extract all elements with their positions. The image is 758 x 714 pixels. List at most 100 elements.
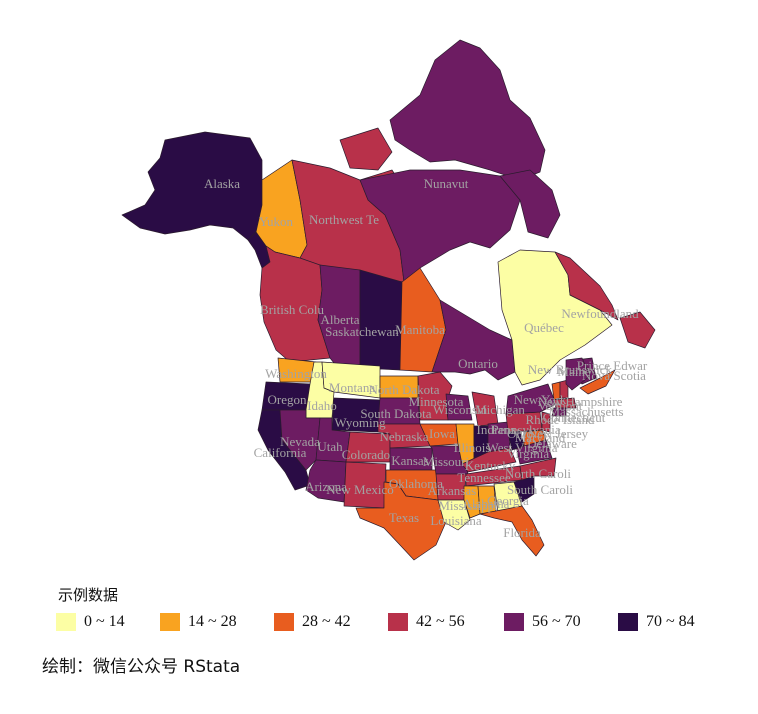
- map-label: Virginia: [507, 446, 550, 461]
- legend-swatch: [388, 613, 408, 631]
- map-label: Washington: [265, 366, 327, 381]
- region-connecticut: [551, 407, 567, 417]
- region-minnesota: [417, 371, 453, 421]
- legend-label: 42 ~ 56: [416, 613, 465, 630]
- legend-item: 56 ~ 70: [504, 612, 581, 632]
- region-alaska: [121, 131, 263, 241]
- legend-swatch: [504, 613, 524, 631]
- map-label: South Dakota: [360, 406, 431, 421]
- region-nova-scotia: [579, 369, 616, 395]
- region-nwt-island: [339, 127, 393, 171]
- legend-title: 示例数据: [58, 586, 119, 604]
- map-label: Kansas: [391, 453, 429, 468]
- map-label: Indiana: [477, 422, 516, 437]
- map-label: Saskatchewan: [325, 324, 399, 339]
- map-label: Tennessee: [457, 470, 510, 485]
- map-label: Pennsylvania: [491, 422, 561, 437]
- legend-swatch: [56, 613, 76, 631]
- map-label: Georgia: [487, 493, 529, 508]
- map-label: Arizona: [305, 479, 347, 494]
- map-label: Nevada: [280, 434, 320, 449]
- region-texas: [355, 481, 447, 561]
- choropleth-map: Alaska Yukon Northwest Te Nunavut British Co…: [121, 39, 656, 561]
- map-label: Texas: [389, 510, 419, 525]
- map-label: Rhode Island: [526, 412, 595, 427]
- map-label: Maine: [557, 364, 590, 379]
- map-label: North Dakota: [368, 382, 439, 397]
- map-label: Louisiana: [430, 513, 481, 528]
- map-label: Illinois: [454, 440, 491, 455]
- map-label: New Hampshire: [538, 394, 623, 409]
- map-label: Idaho: [307, 398, 337, 413]
- map-label: Alberta: [321, 312, 360, 327]
- legend-swatch: [618, 613, 638, 631]
- map-label: Florida: [503, 525, 541, 540]
- map-label: Québec: [524, 320, 564, 335]
- map-label: Utah: [317, 439, 343, 454]
- region-ontario: [431, 299, 516, 381]
- map-label: Yukon: [259, 214, 293, 229]
- legend-item: 14 ~ 28: [160, 612, 237, 632]
- map-label: New Brunswick: [528, 362, 613, 377]
- map-label: Alaska: [204, 176, 240, 191]
- legend-swatch: [274, 613, 294, 631]
- legend-label: 56 ~ 70: [532, 613, 581, 630]
- map-label: New Jersey: [528, 426, 589, 441]
- map-label: Newfoundland: [561, 306, 639, 321]
- region-maine: [565, 357, 591, 391]
- map-label: Kentucky: [465, 458, 516, 473]
- region-louisiana: [437, 499, 471, 531]
- map-label: Connecticut: [543, 410, 606, 425]
- map-label: Maryland: [515, 430, 566, 445]
- map-label: Oregon: [268, 392, 307, 407]
- region-new-jersey: [541, 411, 551, 433]
- region-montana: [321, 361, 381, 399]
- map-label: Iowa: [429, 426, 455, 441]
- map-labels: Alaska Yukon Northwest Te Nunavut British Co…: [204, 176, 648, 540]
- region-newfoundland-island: [619, 311, 656, 349]
- region-newfoundland: [554, 251, 619, 321]
- map-label: Wisconsin: [433, 402, 488, 417]
- region-nunavut-islands: [389, 39, 546, 181]
- region-wisconsin: [445, 393, 473, 421]
- map-label: New Mexico: [326, 482, 394, 497]
- map-label: Montana: [329, 380, 375, 395]
- region-saskatchewan: [359, 269, 403, 371]
- map-label: Delaware: [527, 436, 577, 451]
- legend-label: 0 ~ 14: [84, 613, 125, 630]
- map-label: South Caroli: [507, 482, 573, 497]
- map-label: Michigan: [475, 402, 525, 417]
- map-label: Prince Edwar: [577, 358, 648, 373]
- map-label: West Virginia: [487, 440, 558, 455]
- map-label: Nunavut: [424, 176, 469, 191]
- map-label: Arkansas: [428, 483, 476, 498]
- map-label: Mississippi: [438, 498, 498, 513]
- caption: 绘制：微信公众号 RStata: [42, 657, 241, 677]
- region-north-caroli: [519, 457, 557, 481]
- map-label: New York: [514, 392, 567, 407]
- region-nunavut: [359, 169, 521, 283]
- region-new-hampshire: [559, 379, 569, 399]
- map-label: Ontario: [458, 356, 498, 371]
- map-label: North Caroli: [505, 466, 571, 481]
- region-layer: [121, 39, 656, 561]
- map-label: Missouri: [423, 454, 470, 469]
- map-label: Nova Scotia: [582, 368, 646, 383]
- legend-item: 42 ~ 56: [388, 612, 465, 632]
- map-label: Ohio: [507, 426, 533, 441]
- legend-item: 28 ~ 42: [274, 612, 351, 632]
- map-label: Oklahoma: [389, 476, 443, 491]
- map-label: Nebraska: [379, 429, 428, 444]
- map-label: Northwest Te: [309, 212, 379, 227]
- map-label: California: [254, 445, 307, 460]
- map-label: Manitoba: [395, 322, 445, 337]
- legend-label: 70 ~ 84: [646, 613, 695, 630]
- region-florida: [479, 505, 545, 557]
- legend-label: 28 ~ 42: [302, 613, 351, 630]
- legend-swatch: [160, 613, 180, 631]
- region-new-york: [505, 383, 557, 415]
- region-kentucky: [461, 447, 517, 473]
- region-maryland: [523, 429, 547, 447]
- map-label: Massachusetts: [548, 404, 623, 419]
- region-mississippi: [463, 485, 481, 519]
